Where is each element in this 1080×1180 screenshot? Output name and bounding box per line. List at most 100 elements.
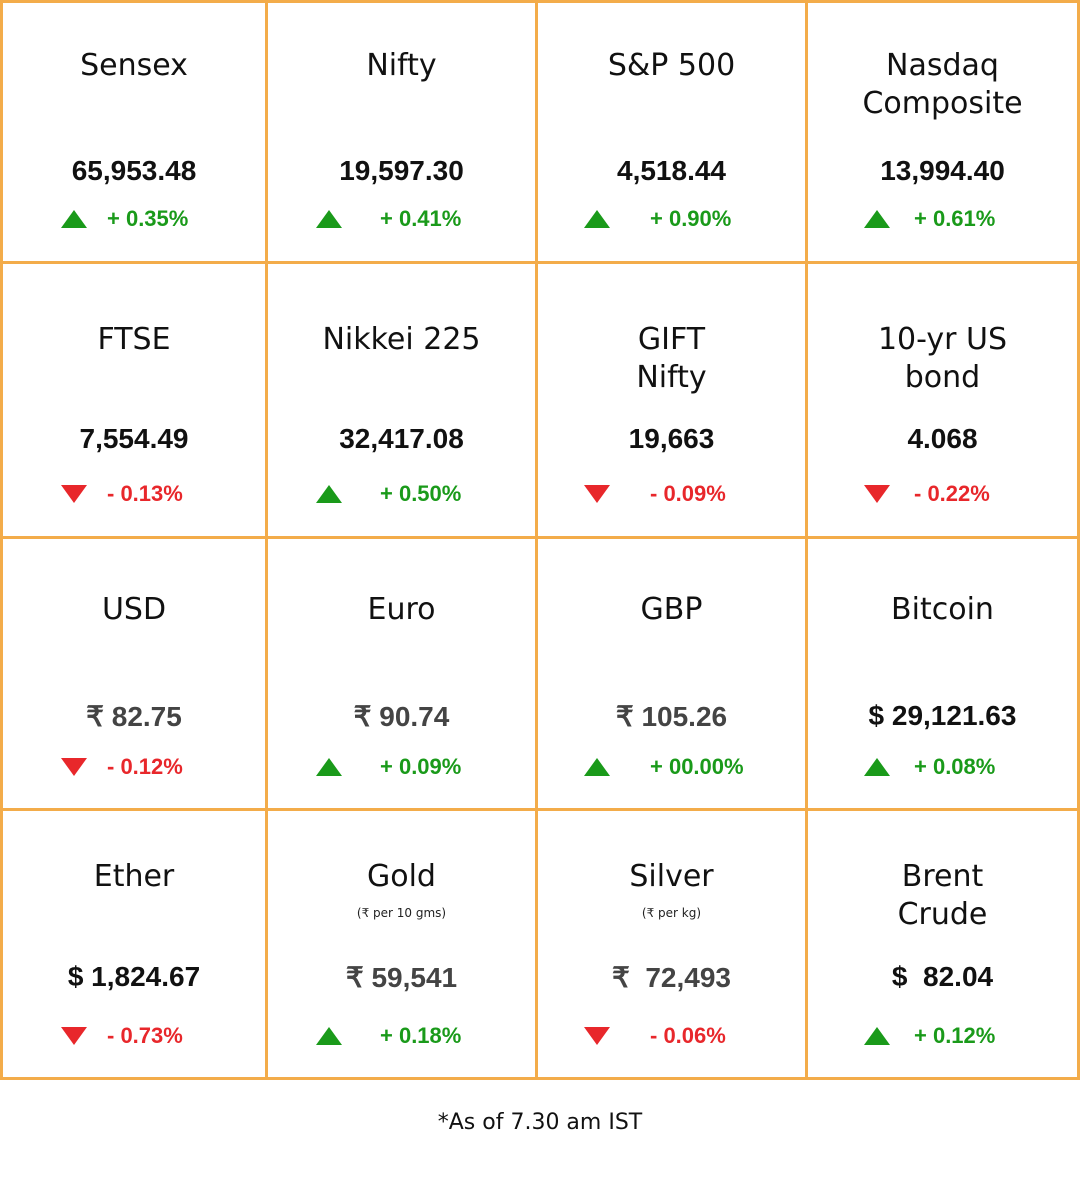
tile: 10-yr US bond 4.068 - 0.22%: [808, 264, 1077, 539]
tile-change-percent: - 0.12%: [107, 754, 183, 779]
tile-change: + 0.35%: [61, 206, 188, 232]
tile-value: 19,663: [628, 423, 715, 454]
tile-change-percent: - 0.13%: [107, 481, 183, 506]
tile-change-percent: + 0.12%: [914, 1023, 996, 1048]
tile-change: + 00.00%: [584, 754, 744, 780]
tile-unit-note: (₹ per 10 gms): [356, 906, 447, 920]
tile: Brent Crude $ 82.04 + 0.12%: [808, 811, 1077, 1077]
tile-value: $ 82.04: [891, 961, 994, 992]
tile: GIFT Nifty 19,663 - 0.09%: [538, 264, 808, 539]
tile: Ether $ 1,824.67 - 0.73%: [3, 811, 268, 1077]
up-triangle-icon: [864, 210, 890, 228]
up-triangle-icon: [316, 1027, 342, 1045]
tile-name: S&P 500: [607, 48, 736, 83]
tile-value: ₹ 90.74: [353, 701, 450, 732]
tile-value: $ 29,121.63: [868, 700, 1017, 731]
tile: Bitcoin $ 29,121.63 + 0.08%: [808, 539, 1077, 811]
tile-change-percent: + 0.08%: [914, 754, 996, 779]
tile: Nifty 19,597.30 + 0.41%: [268, 3, 538, 264]
tile-change: + 0.09%: [316, 754, 461, 780]
tile: Sensex 65,953.48 + 0.35%: [3, 3, 268, 264]
tile-value: 4.068: [907, 423, 978, 454]
tile-value: 32,417.08: [339, 423, 464, 454]
tile: USD ₹ 82.75 - 0.12%: [3, 539, 268, 811]
tile-value: 65,953.48: [71, 155, 197, 186]
tile-change: + 0.61%: [864, 206, 995, 232]
tile-change-percent: - 0.22%: [914, 481, 990, 506]
tile-name: USD: [101, 592, 167, 627]
tile-value: 13,994.40: [880, 155, 1005, 186]
tile-change: + 0.50%: [316, 481, 461, 507]
tile-change-percent: + 00.00%: [650, 754, 744, 779]
down-triangle-icon: [61, 758, 87, 776]
tile-name: 10-yr US bond: [877, 322, 1008, 395]
tile-change-percent: + 0.09%: [380, 754, 462, 779]
tile-change-percent: + 0.35%: [107, 206, 189, 231]
tile: Silver (₹ per kg) ₹ 72,493 - 0.06%: [538, 811, 808, 1077]
tile-change: - 0.22%: [864, 481, 990, 507]
tile-name: GIFT Nifty: [636, 322, 707, 395]
tile-change: + 0.41%: [316, 206, 461, 232]
market-tiles-grid: Sensex 65,953.48 + 0.35% Nifty 19,597.30 + 0.…: [0, 0, 1080, 1080]
tile-change-percent: + 0.41%: [380, 206, 462, 231]
tile-value: ₹ 72,493: [611, 962, 731, 993]
tile: Nasdaq Composite 13,994.40 + 0.61%: [808, 3, 1077, 264]
tile-change: - 0.09%: [584, 481, 726, 507]
footnote: *As of 7.30 am IST: [437, 1110, 643, 1135]
tile-change-percent: + 0.90%: [650, 206, 732, 231]
up-triangle-icon: [316, 485, 342, 503]
tile-change-percent: - 0.06%: [650, 1023, 726, 1048]
tile-name: Sensex: [80, 48, 188, 83]
up-triangle-icon: [316, 210, 342, 228]
up-triangle-icon: [584, 758, 610, 776]
up-triangle-icon: [316, 758, 342, 776]
tile-change: + 0.08%: [864, 754, 995, 780]
tile-change-percent: + 0.18%: [380, 1023, 462, 1048]
tile-name: FTSE: [97, 322, 171, 357]
tile-name: Brent Crude: [897, 859, 988, 932]
tile-name: Nifty: [366, 48, 437, 83]
tile-value: 19,597.30: [339, 155, 464, 186]
tile-value: $ 1,824.67: [67, 961, 201, 992]
tile-name: Silver: [629, 859, 714, 894]
tile-name: GBP: [640, 592, 703, 627]
tile-name: Nikkei 225: [322, 322, 481, 357]
tile-value: 7,554.49: [79, 423, 189, 454]
tile-change-percent: + 0.61%: [914, 206, 996, 231]
tile-change: - 0.06%: [584, 1023, 726, 1049]
up-triangle-icon: [864, 1027, 890, 1045]
tile-change: - 0.12%: [61, 754, 183, 780]
tile-name: Ether: [93, 859, 175, 894]
down-triangle-icon: [61, 485, 87, 503]
down-triangle-icon: [864, 485, 890, 503]
tile: GBP ₹ 105.26 + 00.00%: [538, 539, 808, 811]
down-triangle-icon: [584, 1027, 610, 1045]
tile-name: Gold: [367, 859, 436, 894]
tile-name: Bitcoin: [891, 592, 994, 627]
tile: Nikkei 225 32,417.08 + 0.50%: [268, 264, 538, 539]
tile-change: + 0.18%: [316, 1023, 461, 1049]
tile-value: ₹ 59,541: [345, 962, 458, 993]
up-triangle-icon: [864, 758, 890, 776]
tile-name: Euro: [367, 592, 436, 627]
up-triangle-icon: [61, 210, 87, 228]
tile-value: ₹ 82.75: [86, 701, 182, 732]
tile: S&P 500 4,518.44 + 0.90%: [538, 3, 808, 264]
tile: Gold (₹ per 10 gms) ₹ 59,541 + 0.18%: [268, 811, 538, 1077]
tile-change: + 0.12%: [864, 1023, 995, 1049]
tile-change-percent: + 0.50%: [380, 481, 462, 506]
tile-unit-note: (₹ per kg): [641, 906, 702, 920]
down-triangle-icon: [61, 1027, 87, 1045]
tile-value: 4,518.44: [617, 155, 726, 186]
tile-change-percent: - 0.09%: [650, 481, 726, 506]
down-triangle-icon: [584, 485, 610, 503]
tile-change: + 0.90%: [584, 206, 731, 232]
tile-change-percent: - 0.73%: [107, 1023, 183, 1048]
tile-change: - 0.13%: [61, 481, 183, 507]
tile: FTSE 7,554.49 - 0.13%: [3, 264, 268, 539]
tile-value: ₹ 105.26: [615, 701, 728, 732]
tile: Euro ₹ 90.74 + 0.09%: [268, 539, 538, 811]
tile-name: Nasdaq Composite: [862, 48, 1023, 121]
up-triangle-icon: [584, 210, 610, 228]
tile-change: - 0.73%: [61, 1023, 183, 1049]
